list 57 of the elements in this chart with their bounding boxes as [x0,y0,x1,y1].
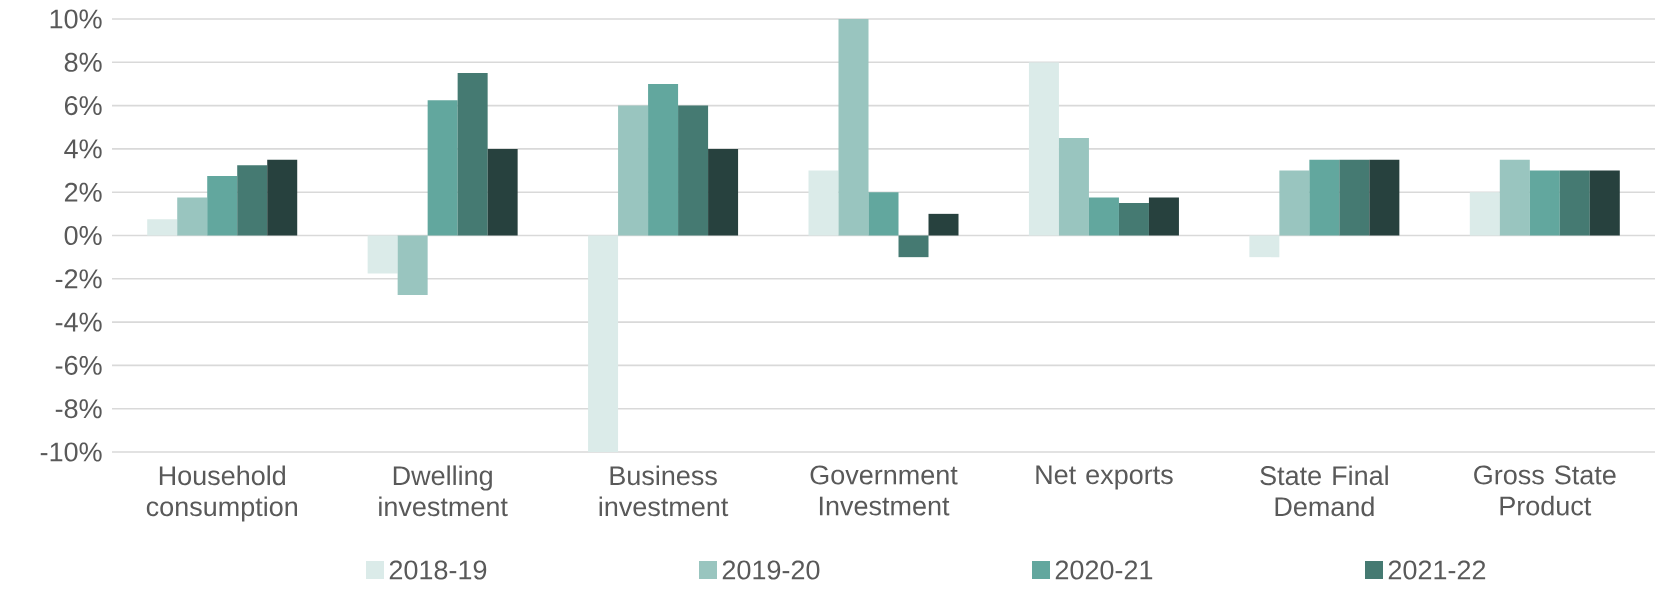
bar [1339,159,1370,236]
legend-label: 2018-19 [389,560,487,580]
bar [588,235,619,452]
y-tick-label: 10% [50,9,102,29]
y-tick-label: 6% [64,96,102,116]
legend-label: 2019-20 [722,560,820,580]
bar [397,235,428,296]
bar [1118,203,1149,236]
legend-label: 2020-21 [1055,560,1153,580]
x-tick-label: Household consumption [146,465,297,522]
y-tick-label: -8% [55,399,102,419]
bar [1309,159,1340,236]
bar [457,73,488,236]
bar [267,159,298,236]
bar [708,148,739,236]
bar [177,197,208,236]
bar [928,213,959,236]
legend-label: 2021-22 [1388,560,1486,580]
bar [1469,192,1500,236]
bar [898,235,929,258]
bar [1058,138,1089,236]
x-tick-label: Government Investment [810,465,958,516]
bar [487,148,518,236]
bar [1249,235,1280,258]
y-tick-label: 8% [64,52,102,72]
y-tick-label: 4% [64,139,102,159]
y-tick-label: 2% [64,182,102,202]
y-tick-label: -2% [55,269,102,289]
bar [427,100,458,236]
y-tick-label: -6% [55,355,102,375]
y-tick-label: -10% [40,442,102,462]
bar [237,165,268,236]
bar [147,219,178,236]
bar [367,235,398,274]
y-tick-label: -4% [55,312,102,332]
bar [1148,197,1179,236]
bar [868,192,899,236]
bar [838,19,869,236]
x-tick-label: Gross State Product [1474,465,1616,516]
bar [207,175,238,236]
x-tick-label: Business investment [599,465,729,517]
bar [1589,170,1620,236]
bar [1499,159,1530,236]
y-tick-label: 0% [64,225,102,246]
bar [1088,197,1119,236]
bar [648,83,679,236]
x-tick-label: Dwelling investment [379,465,508,517]
x-tick-label: Net exports [1036,465,1173,490]
bar [808,170,839,236]
bar [1559,170,1590,236]
bar [1279,170,1310,236]
x-tick-label: State Final Demand [1260,465,1388,517]
bar [1369,159,1400,236]
bar [1028,62,1059,236]
bar [618,105,649,236]
bar [1529,170,1560,236]
bar [678,105,709,236]
